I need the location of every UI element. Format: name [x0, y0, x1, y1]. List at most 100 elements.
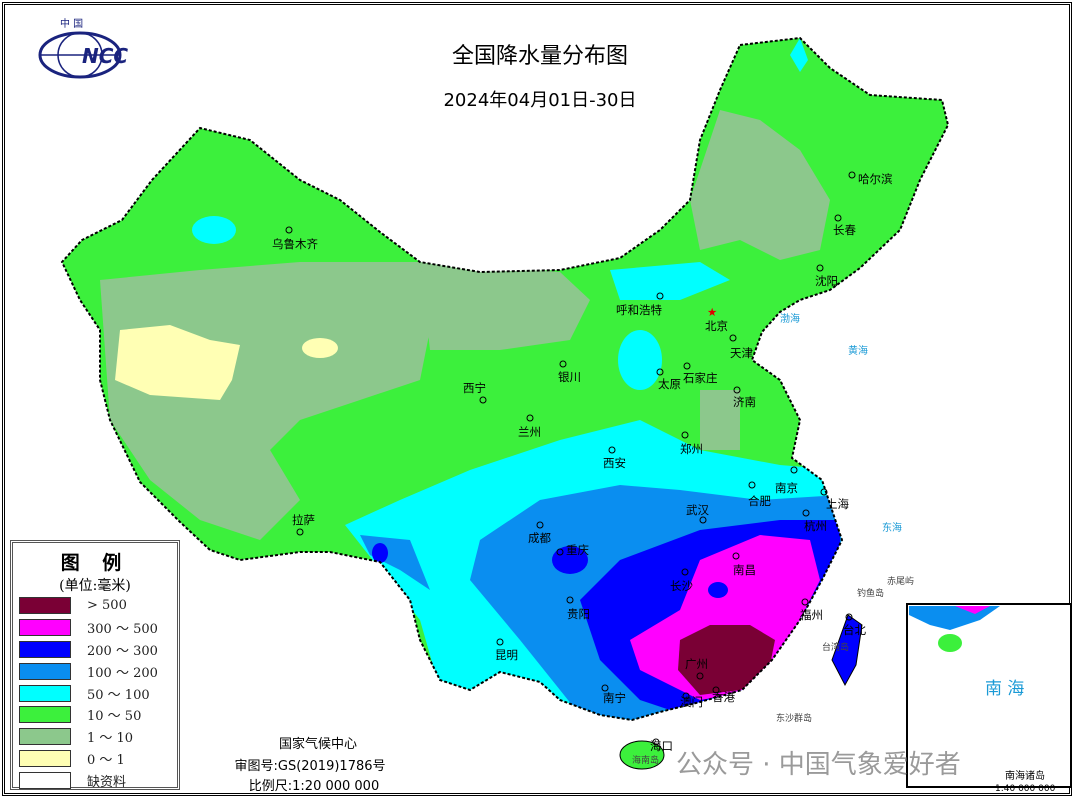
- zone-200-300-hunan: [708, 582, 728, 598]
- svg-text:西安: 西安: [603, 456, 626, 470]
- city-chongqing[interactable]: 重庆: [556, 543, 589, 557]
- svg-text:澳门: 澳门: [680, 695, 703, 709]
- svg-text:昆明: 昆明: [495, 648, 518, 662]
- city-guangzhou[interactable]: 广州: [685, 657, 708, 680]
- svg-text:郑州: 郑州: [680, 442, 703, 456]
- map-scale: 比例尺:1:20 000 000: [248, 779, 380, 794]
- city-haikou[interactable]: 海口: [650, 738, 673, 753]
- legend-label: > 500: [87, 598, 127, 614]
- city-nanning[interactable]: 南宁: [601, 684, 626, 705]
- svg-text:长春: 长春: [833, 223, 856, 237]
- zone-50-100-north: [610, 262, 730, 300]
- city-tianjin[interactable]: 天津: [729, 334, 753, 360]
- city-wuhan[interactable]: 武汉: [686, 503, 709, 524]
- svg-text:成都: 成都: [528, 531, 551, 545]
- legend-item: 100 ～ 200: [13, 660, 177, 682]
- city-yinchuan[interactable]: 银川: [558, 360, 581, 384]
- city-taipei[interactable]: 台北: [843, 613, 866, 637]
- map-title: 全国降水量分布图: [451, 44, 628, 69]
- city-hangzhou[interactable]: 杭州: [802, 509, 827, 533]
- city-hongkong[interactable]: 香港: [712, 686, 735, 704]
- legend-swatch: [19, 728, 71, 746]
- svg-text:台湾岛: 台湾岛: [822, 641, 849, 653]
- city-hohhot[interactable]: 呼和浩特: [616, 292, 664, 317]
- legend-item: 缺资料: [13, 769, 177, 791]
- legend-swatch: [19, 662, 71, 680]
- city-macau[interactable]: 澳门: [680, 692, 703, 709]
- svg-text:杭州: 杭州: [804, 519, 827, 533]
- city-kunming[interactable]: 昆明: [495, 638, 518, 662]
- svg-text:呼和浩特: 呼和浩特: [616, 303, 662, 317]
- city-jinan[interactable]: 济南: [733, 386, 756, 409]
- zone-1-10-north: [420, 262, 590, 350]
- svg-text:东沙群岛: 东沙群岛: [776, 712, 812, 724]
- city-nanchang[interactable]: 南昌: [732, 552, 756, 577]
- map-frame: [2, 2, 1072, 796]
- legend-label: 10 ～ 50: [87, 709, 142, 725]
- city-shijiazhuang[interactable]: 石家庄: [683, 362, 718, 385]
- legend-swatch: [19, 619, 71, 637]
- map-subtitle: 2024年04月01日-30日: [443, 90, 637, 111]
- legend-title: 图 例: [60, 552, 130, 574]
- zone-50-100-shanxi: [618, 330, 662, 390]
- svg-text:南昌: 南昌: [733, 563, 756, 577]
- svg-text:合肥: 合肥: [748, 494, 771, 508]
- svg-text:广州: 广州: [685, 657, 708, 671]
- svg-text:海南岛: 海南岛: [632, 754, 659, 766]
- city-guiyang[interactable]: 贵阳: [566, 596, 590, 621]
- city-xining[interactable]: 西宁: [463, 381, 487, 404]
- svg-text:银川: 银川: [558, 370, 581, 384]
- svg-text:贵阳: 贵阳: [567, 607, 590, 621]
- city-lhasa[interactable]: 拉萨: [292, 513, 315, 536]
- legend-label: 1 ～ 10: [87, 731, 134, 747]
- svg-text:兰州: 兰州: [518, 425, 541, 439]
- zone-200-300-tibet: [372, 543, 388, 563]
- city-zhengzhou[interactable]: 郑州: [680, 431, 703, 456]
- city-xian[interactable]: 西安: [603, 446, 626, 470]
- city-shanghai[interactable]: 上海: [820, 488, 849, 511]
- legend-label: 100 ～ 200: [87, 665, 158, 681]
- svg-text:南宁: 南宁: [603, 691, 626, 705]
- svg-text:西宁: 西宁: [463, 381, 486, 395]
- legend-unit: (单位:毫米): [59, 578, 131, 594]
- city-beijing[interactable]: ★北京: [705, 305, 728, 333]
- svg-text:中 国: 中 国: [60, 17, 83, 30]
- taiwan-island: [831, 614, 863, 687]
- legend-label: 300 ～ 500: [87, 622, 158, 638]
- svg-text:★: ★: [707, 305, 717, 319]
- svg-text:天津: 天津: [730, 346, 753, 360]
- svg-text:上海: 上海: [826, 497, 849, 511]
- city-hefei[interactable]: 合肥: [748, 481, 771, 508]
- city-changchun[interactable]: 长春: [833, 214, 856, 237]
- svg-text:南京: 南京: [775, 481, 798, 495]
- city-nanjing[interactable]: 南京: [775, 466, 798, 495]
- legend-swatch: [19, 771, 71, 789]
- city-labels: 乌鲁木齐 哈尔滨 长春 沈阳 呼和浩特 ★北京 天津 石家庄 太原 济南 银川 …: [272, 171, 893, 753]
- svg-text:长沙: 长沙: [670, 579, 693, 593]
- legend-item: 200 ～ 300: [13, 639, 177, 661]
- city-lanzhou[interactable]: 兰州: [518, 414, 541, 439]
- svg-text:钓鱼岛: 钓鱼岛: [857, 587, 884, 599]
- svg-text:海口: 海口: [650, 739, 673, 753]
- city-harbin[interactable]: 哈尔滨: [848, 171, 893, 186]
- city-shenyang[interactable]: 沈阳: [815, 264, 838, 288]
- zone-200-300-chongqing: [552, 546, 588, 574]
- svg-text:1:40 000 000: 1:40 000 000: [995, 784, 1056, 794]
- city-urumqi[interactable]: 乌鲁木齐: [272, 226, 318, 251]
- svg-text:乌鲁木齐: 乌鲁木齐: [272, 237, 318, 251]
- svg-text:南 海: 南 海: [985, 679, 1024, 699]
- place-labels: 台湾岛 钓鱼岛 赤尾屿 东沙群岛 海南岛: [632, 576, 914, 766]
- city-fuzhou[interactable]: 福州: [800, 598, 823, 622]
- legend-label: 200 ～ 300: [87, 643, 158, 659]
- svg-text:福州: 福州: [800, 608, 823, 622]
- city-changsha[interactable]: 长沙: [670, 568, 693, 593]
- city-taiyuan[interactable]: 太原: [656, 368, 681, 391]
- svg-text:武汉: 武汉: [686, 503, 709, 517]
- zone-1-10-northeast: [690, 110, 830, 260]
- city-chengdu[interactable]: 成都: [528, 521, 551, 545]
- legend-item: > 500: [13, 595, 177, 617]
- svg-text:北京: 北京: [705, 319, 728, 333]
- svg-text:赤尾屿: 赤尾屿: [887, 576, 914, 587]
